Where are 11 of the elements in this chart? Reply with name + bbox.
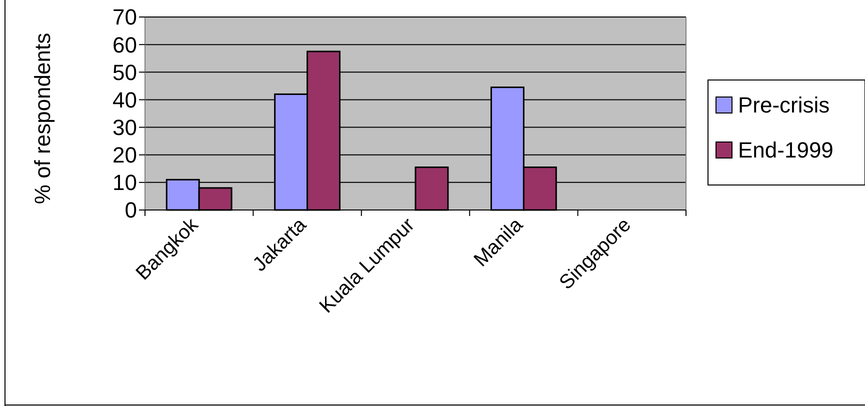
y-tick-label: 0 xyxy=(124,198,137,223)
y-tick-label: 30 xyxy=(112,114,137,140)
y-tick-label: 60 xyxy=(112,32,137,58)
y-tick-label: 50 xyxy=(112,60,137,85)
y-tick-label: 20 xyxy=(112,142,137,168)
legend-label: Pre-crisis xyxy=(738,92,830,118)
legend-label: End-1999 xyxy=(738,138,834,163)
y-tick-label: 40 xyxy=(112,87,137,112)
y-axis-title: % of respondents xyxy=(30,32,55,204)
y-tick-label: 70 xyxy=(112,4,137,30)
y-tick-label: 10 xyxy=(112,170,137,196)
